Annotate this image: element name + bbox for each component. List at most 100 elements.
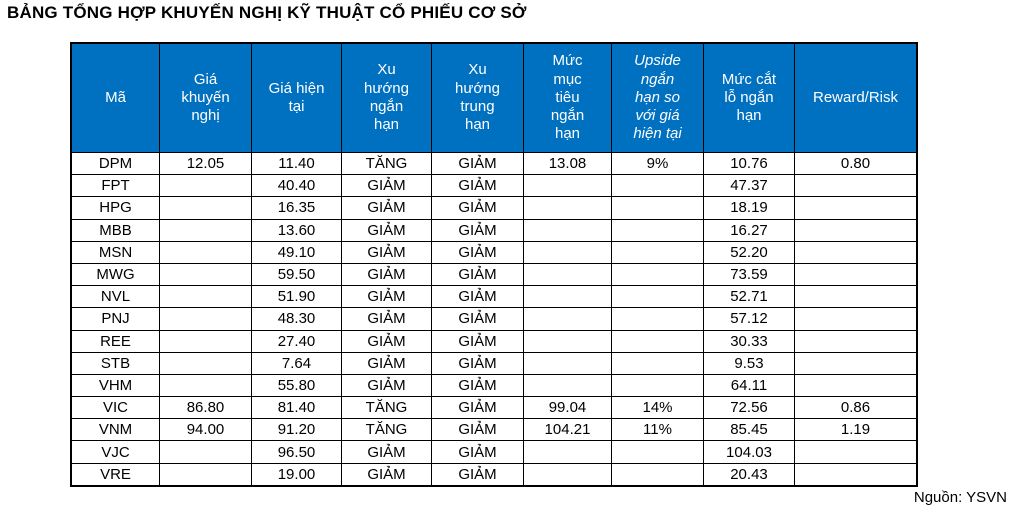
cell-mbb-reward-risk <box>795 220 916 241</box>
cell-nvl-reward-risk <box>795 286 916 307</box>
cell-vjc-xu-huong-ngan-han: GIẢM <box>342 441 432 463</box>
table-row-vic: VIC 86.80 81.40 TĂNG GIẢM 99.04 14% 72.56 0.86 <box>72 396 916 419</box>
cell-vic-xu-huong-trung-han: GIẢM <box>432 397 524 419</box>
column-header-gia-khuyen-nghi: Giá khuyến nghị <box>160 44 252 152</box>
cell-stb-ma: STB <box>72 352 160 374</box>
cell-vic-reward-risk: 0.86 <box>840 399 871 417</box>
cell-hpg-xu-huong-trung-han: GIẢM <box>432 197 524 219</box>
cell-pnj-muc-cat-lo-ngan-han: 57.12 <box>704 308 795 330</box>
cell-vhm-gia-hien-tai: 55.80 <box>252 374 342 397</box>
cell-stb-muc-cat-lo-ngan-han: 9.53 <box>704 352 795 374</box>
cell-mbb-xu-huong-trung-han: GIẢM <box>432 219 524 241</box>
cell-stb-gia-hien-tai: 7.64 <box>252 352 342 374</box>
cell-hpg-upside-ngan-han-so-voi-gia-hien-tai <box>612 197 704 219</box>
cell-fpt-muc-muc-tieu-ngan-han <box>524 175 612 197</box>
column-header-muc-muc-tieu-ngan-han: Mức mục tiêu ngắn hạn <box>524 44 612 152</box>
cell-dpm-ma: DPM <box>72 153 160 175</box>
cell-vnm-gia-hien-tai: 91.20 <box>252 419 342 441</box>
cell-hpg-ma: HPG <box>72 197 160 219</box>
cell-mbb-muc-muc-tieu-ngan-han <box>524 219 612 241</box>
page-title: BẢNG TỔNG HỢP KHUYẾN NGHỊ KỸ THUẬT CỔ PH… <box>7 3 527 22</box>
cell-mbb-xu-huong-ngan-han: GIẢM <box>342 219 432 241</box>
cell-pnj-muc-muc-tieu-ngan-han <box>524 308 612 330</box>
cell-ree-gia-khuyen-nghi <box>160 330 252 352</box>
cell-mbb-upside-ngan-han-so-voi-gia-hien-tai <box>612 219 704 241</box>
table-row-ree: REE 27.40 GIẢM GIẢM 30.33 <box>72 329 916 352</box>
recommendation-table: Mã Giá khuyến nghị Giá hiện tại Xu hướng ng… <box>70 42 918 487</box>
cell-nvl-muc-muc-tieu-ngan-han <box>524 286 612 308</box>
cell-hpg-gia-hien-tai: 16.35 <box>252 197 342 219</box>
cell-vre-gia-khuyen-nghi <box>160 463 252 485</box>
cell-stb-upside-ngan-han-so-voi-gia-hien-tai <box>612 352 704 374</box>
cell-ree-ma: REE <box>72 330 160 352</box>
cell-vic-muc-cat-lo-ngan-han: 72.56 <box>704 397 795 419</box>
cell-fpt-gia-khuyen-nghi <box>160 175 252 197</box>
table-row-stb: STB 7.64 GIẢM GIẢM 9.53 <box>72 351 916 374</box>
cell-vjc-muc-cat-lo-ngan-han: 104.03 <box>704 441 795 463</box>
cell-vhm-xu-huong-ngan-han: GIẢM <box>342 374 432 397</box>
cell-vhm-upside-ngan-han-so-voi-gia-hien-tai <box>612 374 704 397</box>
table-row-pnj: PNJ 48.30 GIẢM GIẢM 57.12 <box>72 307 916 330</box>
table-row-vjc: VJC 96.50 GIẢM GIẢM 104.03 <box>72 440 916 463</box>
cell-vjc-reward-risk <box>795 441 916 462</box>
cell-vjc-muc-muc-tieu-ngan-han <box>524 441 612 463</box>
cell-dpm-reward-risk: 0.80 <box>840 155 871 173</box>
cell-vre-gia-hien-tai: 19.00 <box>252 463 342 485</box>
cell-dpm-xu-huong-ngan-han: TĂNG <box>342 153 432 175</box>
cell-pnj-gia-khuyen-nghi <box>160 308 252 330</box>
cell-mwg-muc-muc-tieu-ngan-han <box>524 263 612 286</box>
cell-msn-muc-muc-tieu-ngan-han <box>524 241 612 263</box>
cell-msn-gia-khuyen-nghi <box>160 241 252 263</box>
cell-nvl-gia-khuyen-nghi <box>160 286 252 308</box>
table-header-row: Mã Giá khuyến nghị Giá hiện tại Xu hướng ng… <box>72 44 916 152</box>
cell-hpg-muc-muc-tieu-ngan-han <box>524 197 612 219</box>
cell-dpm-gia-khuyen-nghi: 12.05 <box>160 153 252 175</box>
cell-vhm-ma: VHM <box>72 374 160 397</box>
cell-vic-ma: VIC <box>72 397 160 419</box>
cell-stb-reward-risk <box>795 353 916 374</box>
cell-mwg-ma: MWG <box>72 263 160 286</box>
cell-mwg-reward-risk <box>795 264 916 285</box>
cell-fpt-reward-risk <box>795 175 916 196</box>
table-row-mwg: MWG 59.50 GIẢM GIẢM 73.59 <box>72 262 916 286</box>
cell-vnm-muc-cat-lo-ngan-han: 85.45 <box>704 419 795 441</box>
cell-vhm-xu-huong-trung-han: GIẢM <box>432 374 524 397</box>
cell-hpg-gia-khuyen-nghi <box>160 197 252 219</box>
table-row-vnm: VNM 94.00 91.20 TĂNG GIẢM 104.21 11% 85.45 1.19 <box>72 418 916 441</box>
table-row-mbb: MBB 13.60 GIẢM GIẢM 16.27 <box>72 218 916 241</box>
table-row-fpt: FPT 40.40 GIẢM GIẢM 47.37 <box>72 174 916 197</box>
cell-ree-xu-huong-ngan-han: GIẢM <box>342 330 432 352</box>
cell-msn-muc-cat-lo-ngan-han: 52.20 <box>704 241 795 263</box>
cell-hpg-xu-huong-ngan-han: GIẢM <box>342 197 432 219</box>
cell-pnj-upside-ngan-han-so-voi-gia-hien-tai <box>612 308 704 330</box>
cell-dpm-muc-cat-lo-ngan-han: 10.76 <box>704 153 795 175</box>
cell-mwg-gia-khuyen-nghi <box>160 263 252 286</box>
cell-vhm-gia-khuyen-nghi <box>160 374 252 397</box>
column-header-upside-ngan-han-so-voi-gia-hien-tai: Upside ngắn hạn so với giá hiện tại <box>612 44 704 152</box>
cell-msn-upside-ngan-han-so-voi-gia-hien-tai <box>612 241 704 263</box>
column-header-xu-huong-trung-han: Xu hướng trung hạn <box>432 44 524 152</box>
cell-fpt-gia-hien-tai: 40.40 <box>252 175 342 197</box>
source-note: Nguồn: YSVN <box>913 489 1007 506</box>
cell-vhm-reward-risk <box>795 375 916 396</box>
cell-nvl-upside-ngan-han-so-voi-gia-hien-tai <box>612 286 704 308</box>
cell-vic-muc-muc-tieu-ngan-han: 99.04 <box>524 397 612 419</box>
table-row-msn: MSN 49.10 GIẢM GIẢM 52.20 <box>72 240 916 263</box>
cell-vjc-xu-huong-trung-han: GIẢM <box>432 441 524 463</box>
cell-hpg-muc-cat-lo-ngan-han: 18.19 <box>704 197 795 219</box>
cell-fpt-ma: FPT <box>72 175 160 197</box>
cell-msn-xu-huong-ngan-han: GIẢM <box>342 241 432 263</box>
cell-pnj-gia-hien-tai: 48.30 <box>252 308 342 330</box>
cell-vic-gia-hien-tai: 81.40 <box>252 397 342 419</box>
cell-stb-xu-huong-trung-han: GIẢM <box>432 352 524 374</box>
table-row-dpm: DPM 12.05 11.40 TĂNG GIẢM 13.08 9% 10.76 0.80 <box>72 152 916 175</box>
cell-msn-ma: MSN <box>72 241 160 263</box>
cell-vjc-upside-ngan-han-so-voi-gia-hien-tai <box>612 441 704 463</box>
column-header-reward-risk: Reward/Risk <box>812 88 899 106</box>
cell-dpm-gia-hien-tai: 11.40 <box>252 153 342 175</box>
cell-vre-muc-muc-tieu-ngan-han <box>524 463 612 485</box>
cell-vre-ma: VRE <box>72 463 160 485</box>
cell-vhm-muc-cat-lo-ngan-han: 64.11 <box>704 374 795 397</box>
table-row-vre: VRE 19.00 GIẢM GIẢM 20.43 <box>72 462 916 485</box>
cell-ree-upside-ngan-han-so-voi-gia-hien-tai <box>612 330 704 352</box>
